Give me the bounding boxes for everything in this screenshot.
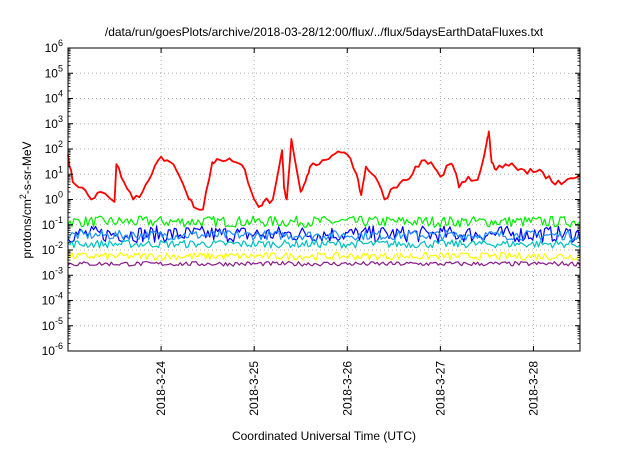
series-line-cyan <box>67 239 581 249</box>
series-line-yellow <box>67 251 581 261</box>
series-layer <box>67 130 581 267</box>
y-tick-label: 10-6 <box>42 341 63 358</box>
y-tick-label: 102 <box>45 139 63 156</box>
x-tick-label: 2018-3-28 <box>526 361 540 416</box>
grid <box>68 48 580 351</box>
y-axis-label-main: protons/cm <box>20 199 34 258</box>
chart-title: /data/run/goesPlots/archive/2018-03-28/1… <box>105 25 544 39</box>
y-tick-label: 10-4 <box>42 291 63 308</box>
x-tick-label: 2018-3-25 <box>247 361 261 416</box>
y-tick-label: 103 <box>45 114 63 131</box>
x-axis-label: Coordinated Universal Time (UTC) <box>232 429 416 443</box>
series-line-red <box>67 130 581 211</box>
y-tick-label: 104 <box>45 89 63 106</box>
y-tick-label: 101 <box>45 164 63 181</box>
series-line-green <box>67 215 581 228</box>
tick-layer <box>68 47 580 352</box>
series-line-lightblue <box>67 229 581 241</box>
y-tick-label: 10-5 <box>42 316 63 333</box>
y-tick-label: 10-2 <box>42 240 63 257</box>
y-tick-label: 10-3 <box>42 265 63 282</box>
y-tick-label: 106 <box>45 38 63 55</box>
series-line-blue <box>67 225 581 243</box>
y-tick-label: 105 <box>45 63 63 80</box>
y-axis-label: protons/cm2-s-sr-MeV <box>18 141 34 258</box>
y-tick-label: 10-1 <box>42 215 63 232</box>
series-line-purple <box>67 261 581 267</box>
y-tick-label: 100 <box>45 190 63 207</box>
x-tick-label: 2018-3-26 <box>340 361 354 416</box>
label-layer: 10-6 10-5 10-4 10-3 10-2 10-1 100 101 102 103 104 1… <box>42 38 541 416</box>
x-tick-label: 2018-3-24 <box>154 361 168 416</box>
y-axis-label-rest: -s-sr-MeV <box>20 141 34 194</box>
y-axis-label-sup: 2 <box>18 194 28 199</box>
x-tick-label: 2018-3-27 <box>433 361 447 416</box>
